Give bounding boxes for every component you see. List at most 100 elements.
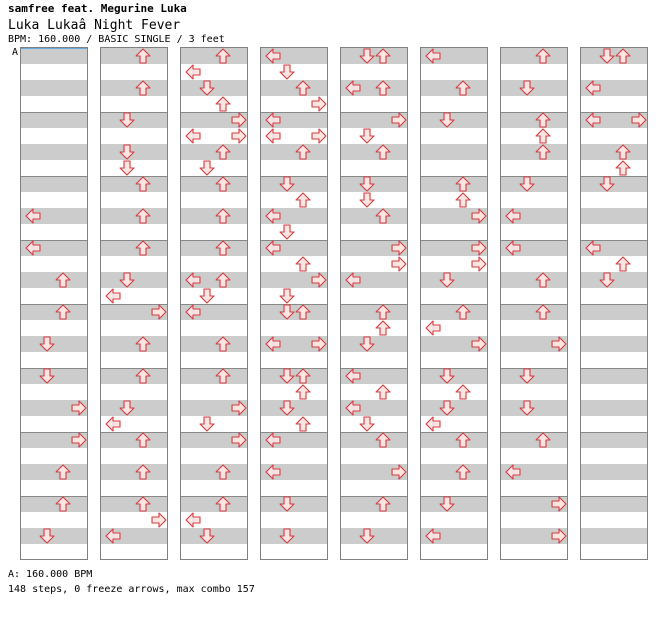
beat-stripe xyxy=(581,528,647,544)
beat-stripe xyxy=(181,368,247,384)
down-arrow-icon xyxy=(519,400,535,416)
chart-column xyxy=(500,47,568,560)
left-arrow-icon xyxy=(345,80,361,96)
up-arrow-icon xyxy=(615,160,631,176)
right-arrow-icon xyxy=(231,400,247,416)
down-arrow-icon xyxy=(519,176,535,192)
up-arrow-icon xyxy=(375,144,391,160)
measure-line xyxy=(421,240,487,241)
beat-stripe xyxy=(261,336,327,352)
left-arrow-icon xyxy=(425,320,441,336)
beat-stripe xyxy=(341,368,407,384)
right-arrow-icon xyxy=(391,112,407,128)
measure-line xyxy=(501,176,567,177)
right-arrow-icon xyxy=(551,496,567,512)
measure-line xyxy=(181,304,247,305)
up-arrow-icon xyxy=(375,80,391,96)
right-arrow-icon xyxy=(311,336,327,352)
up-arrow-icon xyxy=(455,80,471,96)
up-arrow-icon xyxy=(135,208,151,224)
bpm-summary: A: 160.000 BPM xyxy=(8,569,93,580)
chart-column xyxy=(580,47,648,560)
measure-line xyxy=(421,176,487,177)
chart-column xyxy=(100,47,168,560)
up-arrow-icon xyxy=(215,176,231,192)
up-arrow-icon xyxy=(135,368,151,384)
beat-stripe xyxy=(101,80,167,96)
beat-stripe xyxy=(261,208,327,224)
right-arrow-icon xyxy=(231,128,247,144)
beat-stripe xyxy=(581,400,647,416)
up-arrow-icon xyxy=(375,48,391,64)
beat-stripe xyxy=(341,464,407,480)
down-arrow-icon xyxy=(599,176,615,192)
up-arrow-icon xyxy=(375,304,391,320)
beat-stripe xyxy=(21,272,87,288)
up-arrow-icon xyxy=(535,144,551,160)
beat-stripe xyxy=(501,432,567,448)
beat-stripe xyxy=(341,240,407,256)
measure-line xyxy=(501,304,567,305)
left-arrow-icon xyxy=(25,208,41,224)
beat-stripe xyxy=(341,496,407,512)
measure-line xyxy=(21,240,87,241)
up-arrow-icon xyxy=(615,48,631,64)
measure-line xyxy=(181,432,247,433)
song-title: Luka Lukaâ Night Fever xyxy=(8,18,181,33)
up-arrow-icon xyxy=(535,112,551,128)
up-arrow-icon xyxy=(135,48,151,64)
bpm-marker-label: A xyxy=(12,47,19,58)
beat-stripe xyxy=(261,240,327,256)
measure-line xyxy=(21,432,87,433)
measure-line xyxy=(181,368,247,369)
left-arrow-icon xyxy=(265,432,281,448)
down-arrow-icon xyxy=(279,304,295,320)
left-arrow-icon xyxy=(105,528,121,544)
up-arrow-icon xyxy=(455,176,471,192)
beat-stripe xyxy=(21,208,87,224)
measure-line xyxy=(581,176,647,177)
measure-line xyxy=(181,240,247,241)
up-arrow-icon xyxy=(215,240,231,256)
beat-stripe xyxy=(341,112,407,128)
beat-stripe xyxy=(21,48,87,64)
beat-stripe xyxy=(21,144,87,160)
measure-line xyxy=(421,368,487,369)
beat-stripe xyxy=(421,304,487,320)
down-arrow-icon xyxy=(119,112,135,128)
down-arrow-icon xyxy=(119,272,135,288)
measure-line xyxy=(261,240,327,241)
beat-stripe xyxy=(181,432,247,448)
beat-stripe xyxy=(21,496,87,512)
beat-stripe xyxy=(501,272,567,288)
beat-stripe xyxy=(421,48,487,64)
measure-line xyxy=(181,496,247,497)
beat-stripe xyxy=(501,304,567,320)
down-arrow-icon xyxy=(199,528,215,544)
up-arrow-icon xyxy=(455,304,471,320)
measure-line xyxy=(341,368,407,369)
beat-stripe xyxy=(581,80,647,96)
beat-stripe xyxy=(21,400,87,416)
left-arrow-icon xyxy=(345,368,361,384)
measure-line xyxy=(101,176,167,177)
measure-line xyxy=(21,112,87,113)
beat-stripe xyxy=(101,48,167,64)
up-arrow-icon xyxy=(615,256,631,272)
chart-column xyxy=(420,47,488,560)
measure-line xyxy=(341,176,407,177)
left-arrow-icon xyxy=(25,240,41,256)
right-arrow-icon xyxy=(151,304,167,320)
beat-stripe xyxy=(181,208,247,224)
beat-stripe xyxy=(421,432,487,448)
beat-stripe xyxy=(101,208,167,224)
measure-line xyxy=(261,112,327,113)
up-arrow-icon xyxy=(535,272,551,288)
beat-stripe xyxy=(341,144,407,160)
chart-column xyxy=(180,47,248,560)
left-arrow-icon xyxy=(265,48,281,64)
beat-stripe xyxy=(181,176,247,192)
left-arrow-icon xyxy=(185,64,201,80)
right-arrow-icon xyxy=(391,240,407,256)
beat-stripe xyxy=(101,528,167,544)
